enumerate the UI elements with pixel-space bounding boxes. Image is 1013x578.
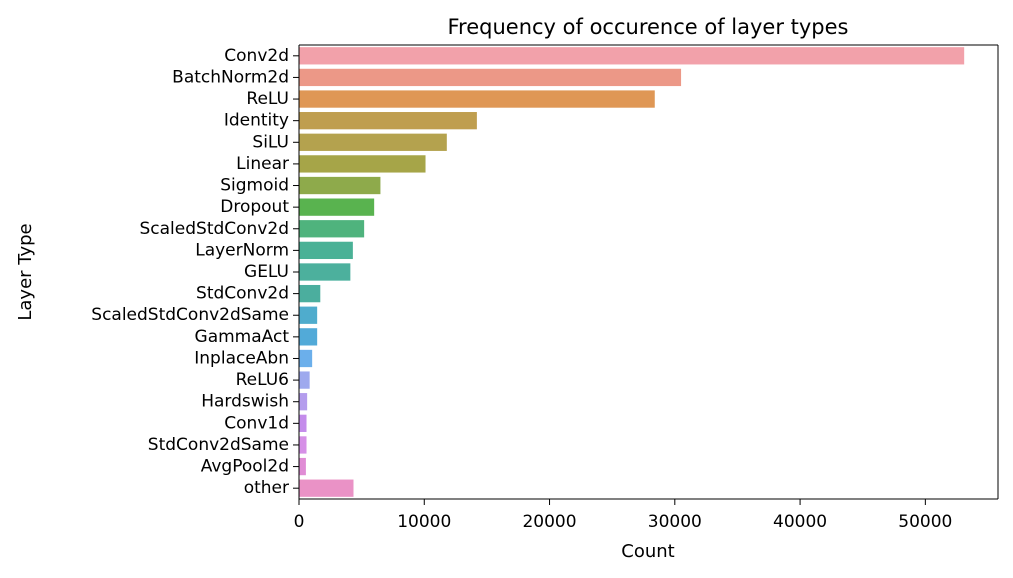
y-tick-label: GammaAct xyxy=(195,327,290,347)
y-tick-label: SiLU xyxy=(252,132,289,152)
y-axis-title: Layer Type xyxy=(15,223,36,320)
bar-sigmoid xyxy=(299,176,381,195)
bar-relu6 xyxy=(299,371,310,389)
y-tick-label: BatchNorm2d xyxy=(172,67,289,87)
axes-frame xyxy=(298,44,999,500)
y-tick-label: Dropout xyxy=(220,197,289,217)
y-tick-label: ScaledStdConv2d xyxy=(140,219,290,239)
x-axis-title: Count xyxy=(621,541,674,562)
bar-stdconv2dsame xyxy=(299,436,307,454)
bar-other xyxy=(299,479,354,497)
y-tick-label: InplaceAbn xyxy=(194,348,289,368)
y-tick-label: ScaledStdConv2dSame xyxy=(91,305,289,325)
bar-dropout xyxy=(299,198,375,216)
y-tick-label: Conv2d xyxy=(224,46,289,66)
y-tick-label: GELU xyxy=(244,262,289,282)
bar-gelu xyxy=(299,263,351,281)
y-tick-label: ReLU xyxy=(246,89,289,109)
bars-group xyxy=(299,47,965,497)
y-tick-label: StdConv2d xyxy=(196,284,289,304)
chart-title: Frequency of occurence of layer types xyxy=(448,15,849,39)
bar-conv1d xyxy=(299,414,307,432)
y-tick-label: LayerNorm xyxy=(195,240,289,260)
y-tick-label: Conv1d xyxy=(224,413,289,433)
x-tick-label: 20000 xyxy=(522,512,576,532)
y-tick-label: AvgPool2d xyxy=(201,457,289,477)
x-tick-label: 30000 xyxy=(648,512,702,532)
bar-linear xyxy=(299,155,426,173)
bar-hardswish xyxy=(299,393,308,411)
y-tick-label: Hardswish xyxy=(201,392,289,412)
x-tick-label: 0 xyxy=(294,512,305,532)
y-tick-label: ReLU6 xyxy=(236,370,289,390)
bar-relu xyxy=(299,90,655,108)
y-tick-label: StdConv2dSame xyxy=(148,435,289,455)
bar-gammaact xyxy=(299,328,318,346)
x-tick-label: 40000 xyxy=(773,512,827,532)
x-tick-label: 50000 xyxy=(898,512,952,532)
x-axis-ticks: 0 10000 20000 30000 40000 50000 xyxy=(294,499,952,532)
bar-silu xyxy=(299,133,447,151)
bar-conv2d xyxy=(299,47,965,65)
y-axis-ticks: Conv2dBatchNorm2dReLUIdentitySiLULinearS… xyxy=(91,46,299,498)
bar-inplaceabn xyxy=(299,349,313,368)
bar-batchnorm2d xyxy=(299,68,682,87)
bar-identity xyxy=(299,112,477,130)
bar-scaledstdconv2d xyxy=(299,220,365,238)
bar-stdconv2d xyxy=(299,284,321,303)
y-tick-label: Linear xyxy=(236,154,289,174)
y-tick-label: other xyxy=(244,478,289,498)
bar-layernorm xyxy=(299,241,353,260)
x-tick-label: 10000 xyxy=(397,512,451,532)
y-tick-label: Identity xyxy=(224,111,289,131)
y-tick-label: Sigmoid xyxy=(220,176,289,196)
bar-scaledstdconv2dsame xyxy=(299,306,318,324)
bar-avgpool2d xyxy=(299,457,306,476)
